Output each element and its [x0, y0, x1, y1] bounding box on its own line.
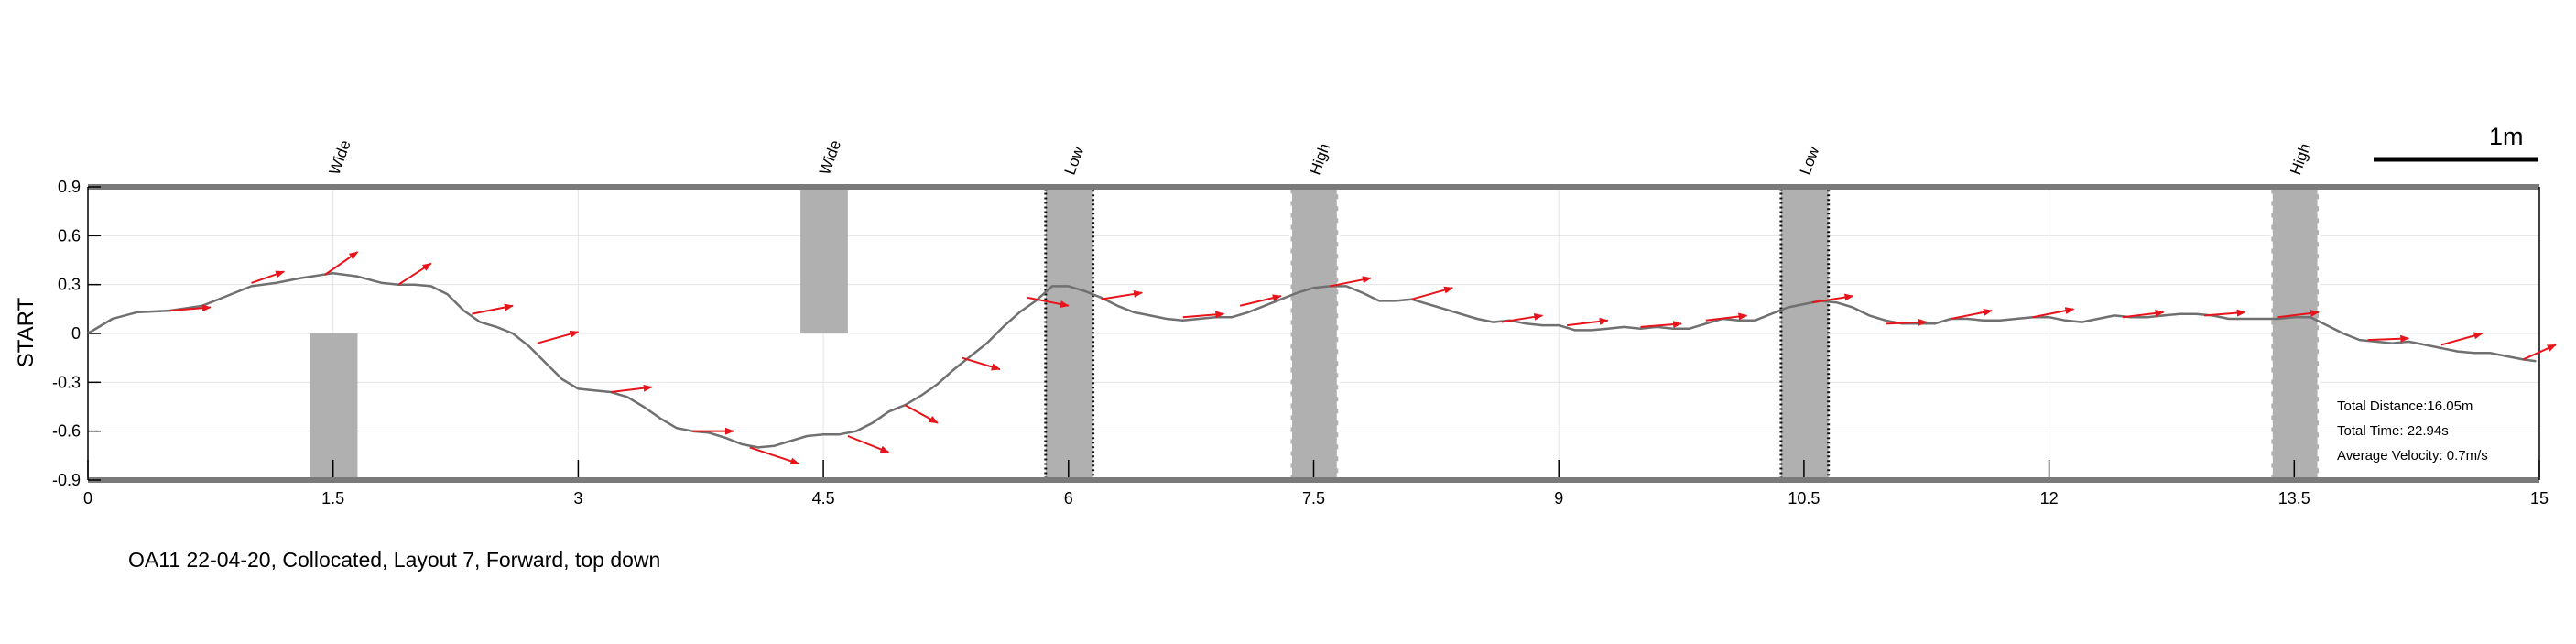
heading-arrow — [1182, 311, 1225, 319]
stats-box: Total Distance:16.05m Total Time: 22.94s… — [2337, 394, 2488, 468]
y-axis-label: START — [14, 297, 38, 367]
x-tick-label: 10.5 — [1788, 489, 1820, 508]
obstacle-low — [1779, 185, 1831, 482]
heading-arrow — [2367, 334, 2410, 343]
heading-arrow — [1027, 296, 1070, 308]
obstacle-label: High — [2287, 141, 2314, 177]
labels-layer: Wide Wide Low High Low High 0 1.5 3 4.5 6 7.5 9 10.5 1… — [52, 137, 2549, 508]
heading-arrow — [962, 356, 1001, 371]
obstacle-wide — [800, 187, 848, 333]
heading-arrow — [1951, 308, 1994, 320]
y-tick-label: 0 — [71, 324, 81, 343]
heading-arrow — [1411, 286, 1454, 300]
obstacle-high — [2269, 185, 2321, 482]
heading-arrow — [251, 270, 286, 284]
y-tick-label: 0.6 — [58, 226, 81, 245]
heading-arrow — [397, 262, 432, 286]
obstacle-label: Low — [1061, 144, 1088, 177]
arrows-layer — [169, 251, 2557, 465]
scale-bar-label: 1m — [2489, 123, 2524, 150]
y-tick-label: 0.9 — [58, 178, 81, 196]
total-time: Total Time: 22.94s — [2337, 423, 2449, 439]
x-tick-label: 1.5 — [321, 489, 344, 508]
x-tick-label: 15 — [2530, 489, 2549, 508]
figure-caption: OA11 22-04-20, Collocated, Layout 7, For… — [128, 548, 661, 572]
heading-arrow — [749, 446, 800, 465]
obstacle-label: High — [1306, 141, 1333, 177]
y-tick-label: 0.3 — [58, 276, 81, 294]
x-tick-label: 0 — [83, 489, 92, 508]
heading-arrow — [1811, 293, 1854, 304]
x-tick-label: 6 — [1064, 489, 1073, 508]
heading-arrow — [2277, 309, 2321, 319]
heading-arrow — [1239, 294, 1282, 307]
obstacle-wide — [310, 333, 358, 480]
heading-arrow — [1705, 312, 1748, 322]
y-tick-label: -0.3 — [52, 373, 81, 391]
heading-arrow — [169, 304, 212, 312]
average-velocity: Average Velocity: 0.7m/s — [2337, 448, 2488, 464]
y-tick-label: -0.9 — [52, 471, 81, 489]
heading-arrow — [1330, 276, 1372, 288]
heading-arrow — [2440, 332, 2484, 346]
x-tick-label: 3 — [573, 489, 582, 508]
trajectory-line — [87, 271, 2537, 449]
heading-arrow — [324, 251, 359, 276]
obstacle-label: Wide — [816, 137, 844, 177]
x-tick-label: 9 — [1554, 489, 1563, 508]
x-tick-label: 12 — [2040, 489, 2059, 508]
heading-arrow — [1640, 321, 1683, 329]
total-distance: Total Distance:16.05m — [2337, 398, 2473, 414]
heading-arrow — [472, 303, 514, 315]
heading-arrow — [847, 435, 890, 453]
heading-arrow — [904, 404, 939, 424]
path-layer — [87, 271, 2537, 449]
obstacle-low — [1044, 185, 1095, 482]
obstacle-label: Low — [1797, 144, 1823, 177]
x-tick-label: 4.5 — [812, 489, 835, 508]
heading-arrow — [537, 330, 580, 344]
obstacle-label: Wide — [326, 137, 354, 177]
heading-arrow — [2522, 344, 2557, 361]
y-tick-label: -0.6 — [52, 422, 81, 441]
x-tick-label: 13.5 — [2278, 489, 2310, 508]
obstacle-high — [1289, 185, 1340, 482]
obstacles — [310, 185, 2321, 482]
heading-arrow — [2122, 309, 2165, 319]
heading-arrow — [1886, 318, 1928, 326]
x-tick-label: 7.5 — [1302, 489, 1325, 508]
heading-arrow — [2032, 307, 2075, 319]
heading-arrow — [1101, 290, 1144, 300]
heading-arrow — [610, 384, 653, 393]
heading-arrow — [1567, 317, 1609, 327]
heading-arrow — [1501, 312, 1544, 323]
heading-arrow — [2204, 309, 2246, 317]
